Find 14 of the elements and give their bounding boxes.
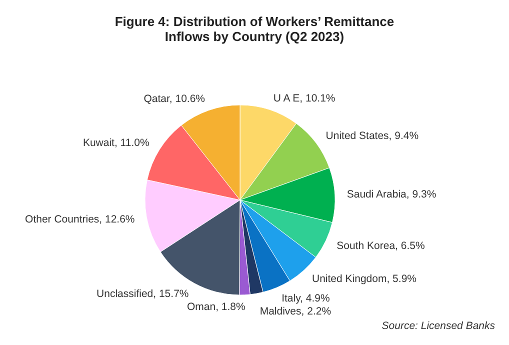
chart-title: Figure 4: Distribution of Workers’ Remittance Inflows by Country (Q2 2023) — [114, 14, 394, 44]
source-note: Source: Licensed Banks — [382, 320, 496, 332]
slice-label: South Korea, 6.5% — [336, 240, 425, 252]
slice-label: Qatar, 10.6% — [144, 92, 206, 105]
slice-label: Unclassified, 15.7% — [96, 288, 189, 300]
slice-label: Other Countries, 12.6% — [25, 213, 135, 226]
slice-label: Saudi Arabia, 9.3% — [346, 188, 436, 200]
slice-label: Kuwait, 11.0% — [82, 137, 150, 150]
slice-label: United Kingdom, 5.9% — [312, 273, 416, 286]
slice-label: Maldives, 2.2% — [260, 306, 332, 318]
slice-label: United States, 9.4% — [326, 130, 419, 142]
slice-label: U A E, 10.1% — [273, 92, 336, 104]
slice-label: Oman, 1.8% — [187, 300, 246, 313]
slice-label: Italy, 4.9% — [282, 292, 330, 305]
